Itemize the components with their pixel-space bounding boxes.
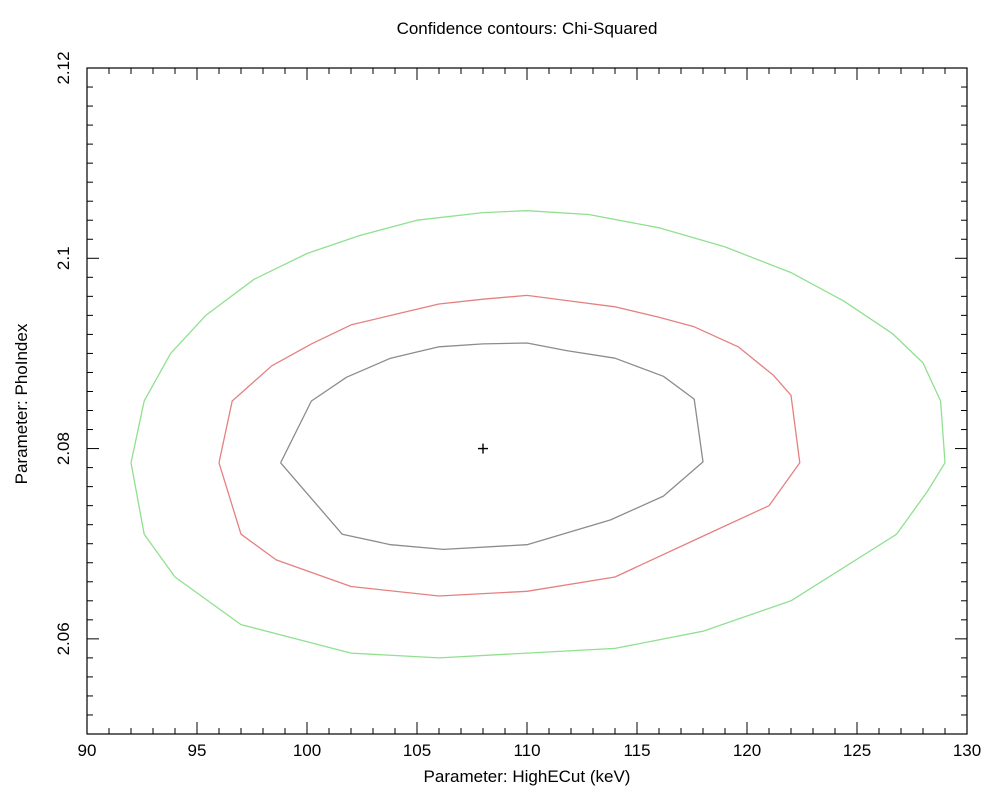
- confidence-contours: [130, 210, 946, 659]
- x-tick-label: 120: [733, 741, 761, 760]
- x-tick-label: 90: [78, 741, 97, 760]
- x-tick-label: 110: [513, 741, 540, 760]
- y-axis-ticks: [87, 67, 967, 735]
- x-tick-label: 130: [953, 741, 981, 760]
- x-axis-label: Parameter: HighECut (keV): [424, 767, 631, 786]
- y-tick-label: 2.08: [54, 432, 73, 465]
- best-fit-marker: [478, 443, 488, 454]
- x-tick-label: 105: [403, 741, 431, 760]
- x-tick-label: 95: [188, 741, 207, 760]
- contour-outer: [130, 210, 946, 659]
- y-tick-label: 2.1: [54, 246, 73, 270]
- contour-middle: [218, 294, 801, 597]
- plot-frame: [86, 67, 968, 735]
- x-tick-label: 115: [623, 741, 650, 760]
- y-axis-label: Parameter: PhoIndex: [12, 323, 31, 484]
- x-axis-ticks: [86, 68, 968, 734]
- x-tick-label: 125: [843, 741, 871, 760]
- contour-inner: [280, 342, 704, 551]
- chart-title: Confidence contours: Chi-Squared: [397, 19, 658, 38]
- plot-area: [86, 67, 968, 735]
- x-tick-label: 100: [293, 741, 321, 760]
- y-axis-tick-labels: 2.06 2.08 2.1 2.12: [54, 51, 73, 655]
- y-tick-label: 2.12: [54, 51, 73, 84]
- x-axis-tick-labels: 90 95 100 105 110 115 120 125 130: [78, 741, 982, 760]
- y-tick-label: 2.06: [54, 622, 73, 655]
